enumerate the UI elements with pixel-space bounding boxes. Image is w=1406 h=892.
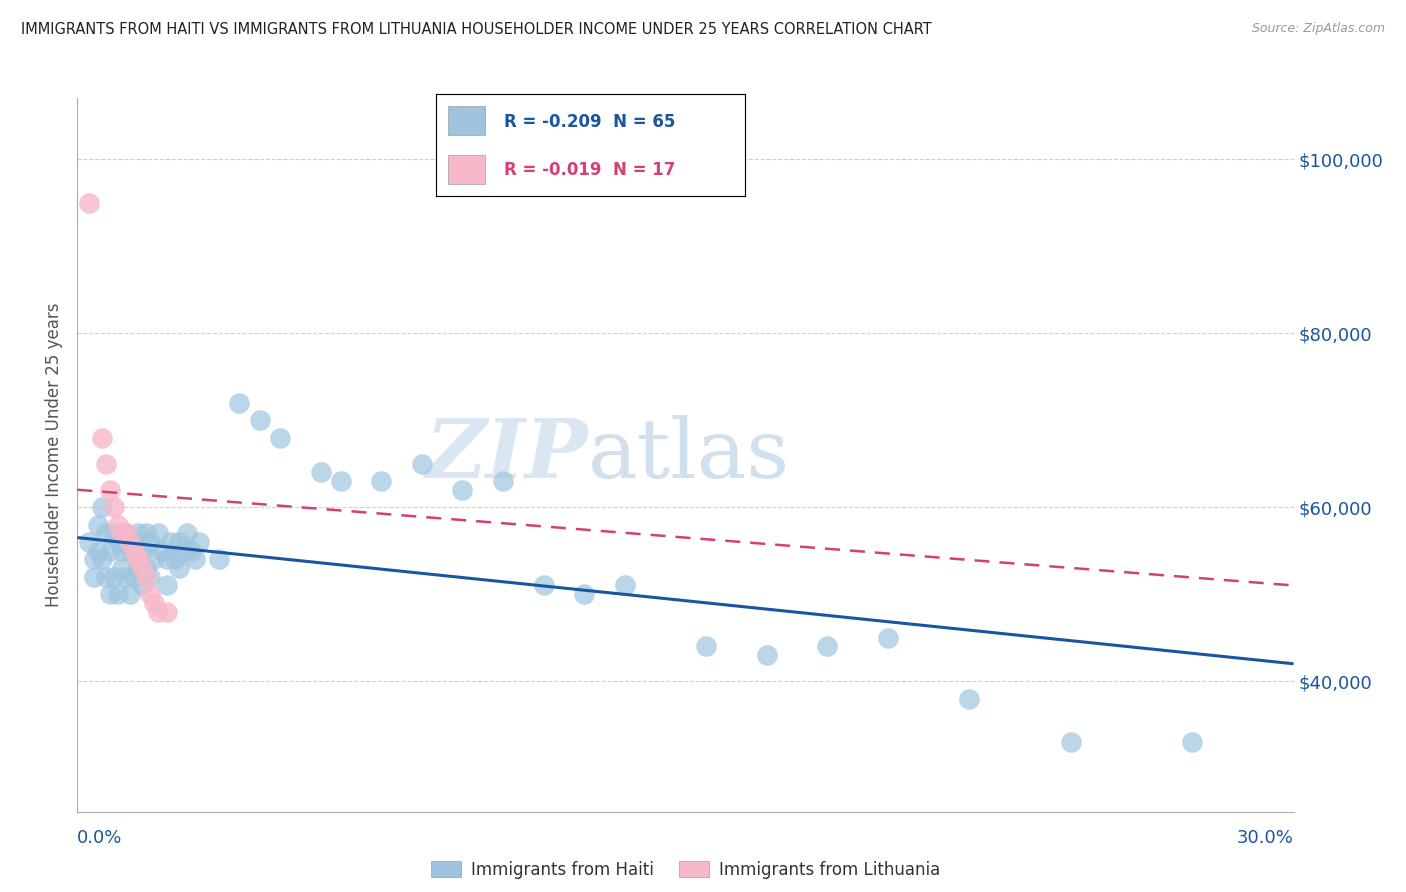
Text: R = -0.209  N = 65: R = -0.209 N = 65: [503, 113, 675, 131]
Point: [533, 578, 555, 592]
Point: [122, 570, 145, 584]
Point: [111, 561, 134, 575]
Point: [155, 578, 177, 592]
Point: [309, 466, 332, 480]
Text: 30.0%: 30.0%: [1237, 829, 1294, 847]
Point: [115, 526, 138, 541]
Point: [90, 552, 112, 566]
Point: [188, 535, 211, 549]
Point: [103, 500, 125, 515]
Point: [249, 413, 271, 427]
Point: [755, 648, 778, 662]
Point: [451, 483, 474, 497]
Point: [613, 578, 636, 592]
Point: [118, 543, 141, 558]
Point: [139, 535, 162, 549]
Point: [1181, 735, 1204, 749]
Point: [90, 500, 112, 515]
Point: [107, 517, 129, 532]
Point: [83, 552, 105, 566]
Point: [815, 640, 838, 654]
Point: [492, 474, 515, 488]
Point: [111, 543, 134, 558]
Point: [877, 631, 900, 645]
Point: [411, 457, 433, 471]
Point: [127, 552, 149, 566]
Point: [111, 526, 134, 541]
Point: [131, 578, 153, 592]
Point: [122, 543, 145, 558]
Point: [159, 535, 181, 549]
Point: [370, 474, 392, 488]
Point: [135, 561, 157, 575]
Point: [118, 587, 141, 601]
Point: [107, 535, 129, 549]
Point: [122, 535, 145, 549]
Point: [107, 587, 129, 601]
Point: [79, 195, 101, 210]
Y-axis label: Householder Income Under 25 years: Householder Income Under 25 years: [45, 302, 63, 607]
FancyBboxPatch shape: [449, 106, 485, 135]
Point: [131, 561, 153, 575]
Point: [90, 430, 112, 444]
Point: [103, 570, 125, 584]
Point: [143, 552, 166, 566]
Point: [572, 587, 595, 601]
Point: [148, 526, 170, 541]
Point: [228, 395, 250, 409]
Point: [957, 691, 980, 706]
Point: [98, 587, 121, 601]
Point: [329, 474, 352, 488]
Point: [208, 552, 231, 566]
Point: [163, 552, 186, 566]
Point: [103, 526, 125, 541]
Point: [79, 535, 101, 549]
Point: [131, 543, 153, 558]
Point: [155, 605, 177, 619]
Point: [695, 640, 717, 654]
Point: [115, 570, 138, 584]
Text: 0.0%: 0.0%: [77, 829, 122, 847]
Point: [176, 526, 198, 541]
Point: [269, 430, 291, 444]
Point: [94, 570, 117, 584]
Point: [98, 483, 121, 497]
Text: R = -0.019  N = 17: R = -0.019 N = 17: [503, 161, 675, 178]
Point: [143, 596, 166, 610]
Point: [148, 605, 170, 619]
Point: [152, 543, 174, 558]
Point: [115, 526, 138, 541]
Point: [155, 552, 177, 566]
Point: [139, 587, 162, 601]
Point: [167, 535, 190, 549]
Text: atlas: atlas: [588, 415, 790, 495]
Point: [86, 517, 108, 532]
Point: [86, 543, 108, 558]
Point: [83, 570, 105, 584]
Point: [1059, 735, 1081, 749]
Text: ZIP: ZIP: [426, 415, 588, 495]
Point: [98, 543, 121, 558]
Point: [135, 526, 157, 541]
Point: [94, 526, 117, 541]
Point: [184, 552, 207, 566]
Point: [127, 561, 149, 575]
Point: [172, 543, 194, 558]
Point: [180, 543, 202, 558]
FancyBboxPatch shape: [449, 155, 485, 184]
Text: Source: ZipAtlas.com: Source: ZipAtlas.com: [1251, 22, 1385, 36]
Text: IMMIGRANTS FROM HAITI VS IMMIGRANTS FROM LITHUANIA HOUSEHOLDER INCOME UNDER 25 Y: IMMIGRANTS FROM HAITI VS IMMIGRANTS FROM…: [21, 22, 932, 37]
Point: [118, 535, 141, 549]
Point: [127, 526, 149, 541]
Point: [94, 457, 117, 471]
Point: [139, 570, 162, 584]
Legend: Immigrants from Haiti, Immigrants from Lithuania: Immigrants from Haiti, Immigrants from L…: [425, 855, 946, 886]
Point: [135, 570, 157, 584]
Point: [167, 561, 190, 575]
